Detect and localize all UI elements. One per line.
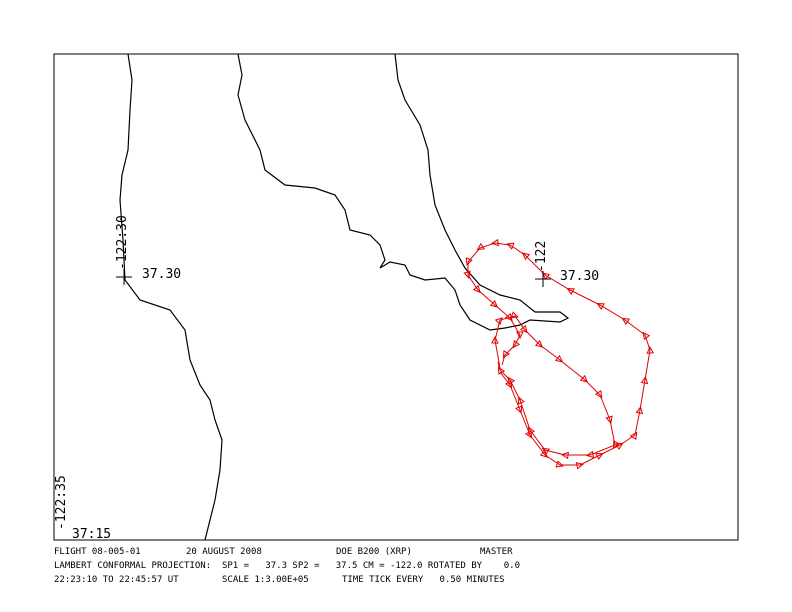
lon-label: -122:35 [54, 475, 69, 530]
footer-text: TIME TICK EVERY 0.50 MINUTES [342, 575, 505, 585]
lat-label: 37:15 [72, 527, 111, 542]
footer-text: 20 AUGUST 2008 [186, 547, 262, 557]
footer-text: FLIGHT 08-005-01 [54, 547, 141, 557]
coastline [119, 53, 223, 541]
lon-label: -122 [534, 241, 549, 272]
footer-text: MASTER [480, 547, 513, 557]
lon-label: -122:30 [115, 215, 130, 270]
footer-text: 22:23:10 TO 22:45:57 UT [54, 575, 179, 585]
lat-label: 37.30 [142, 267, 181, 282]
flight-track [495, 316, 615, 455]
lat-label: 37.30 [560, 269, 599, 284]
grid-cross [116, 269, 551, 287]
footer-text: SCALE 1:3.00E+05 [222, 575, 309, 585]
footer-text: DOE B200 (XRP) [336, 547, 412, 557]
flight-track [468, 243, 650, 465]
map-frame [53, 53, 739, 541]
footer-text: LAMBERT CONFORMAL PROJECTION: SP1 = 37.3… [54, 561, 520, 571]
coastline [237, 53, 570, 331]
